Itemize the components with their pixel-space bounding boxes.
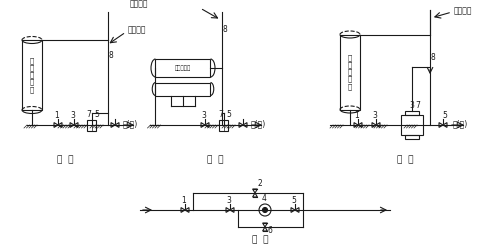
Text: 图  五: 图 五 [252, 235, 268, 244]
Text: 3: 3 [409, 101, 414, 110]
Text: 2: 2 [258, 179, 263, 188]
Bar [155, 59, 210, 77]
Text: 图  三: 图 三 [207, 155, 223, 164]
Text: 水(液): 水(液) [251, 119, 266, 128]
Text: 1: 1 [55, 111, 60, 120]
Text: 7: 7 [86, 110, 91, 119]
Bar [401, 115, 423, 135]
Bar [340, 35, 360, 110]
Text: 3: 3 [226, 196, 231, 205]
Bar [155, 82, 210, 96]
Text: 7: 7 [218, 110, 223, 119]
Text: 3: 3 [71, 111, 76, 120]
Text: 5: 5 [94, 110, 99, 119]
Bar [88, 120, 97, 130]
Text: 输气立管: 输气立管 [130, 0, 148, 8]
Text: 1: 1 [182, 196, 186, 205]
Text: 7: 7 [415, 101, 420, 110]
Bar [22, 40, 42, 110]
Text: 6: 6 [268, 226, 273, 235]
Text: 3: 3 [373, 111, 377, 120]
Text: 8: 8 [223, 25, 228, 34]
Text: 输气立管: 输气立管 [128, 25, 146, 35]
Text: 输气立管: 输气立管 [454, 6, 472, 15]
Circle shape [263, 207, 268, 212]
Text: 1: 1 [355, 111, 359, 120]
Bar [405, 135, 419, 139]
Text: 气水分离器: 气水分离器 [175, 65, 191, 71]
Text: 水(液): 水(液) [453, 119, 468, 128]
Text: 气
水
分
离
器: 气 水 分 离 器 [348, 55, 352, 90]
Bar [405, 111, 419, 115]
Bar [219, 120, 228, 130]
Text: 4: 4 [262, 194, 267, 203]
Text: 8: 8 [109, 51, 114, 60]
Text: 水(液): 水(液) [123, 119, 138, 128]
Text: 3: 3 [201, 111, 206, 120]
Text: 5: 5 [442, 111, 447, 120]
Text: 图  四: 图 四 [397, 155, 413, 164]
Text: 8: 8 [431, 53, 436, 62]
Text: 5: 5 [292, 196, 297, 205]
Text: 5: 5 [226, 110, 231, 119]
Text: 图  二: 图 二 [57, 155, 73, 164]
Text: 气
水
分
离
器: 气 水 分 离 器 [30, 58, 34, 93]
